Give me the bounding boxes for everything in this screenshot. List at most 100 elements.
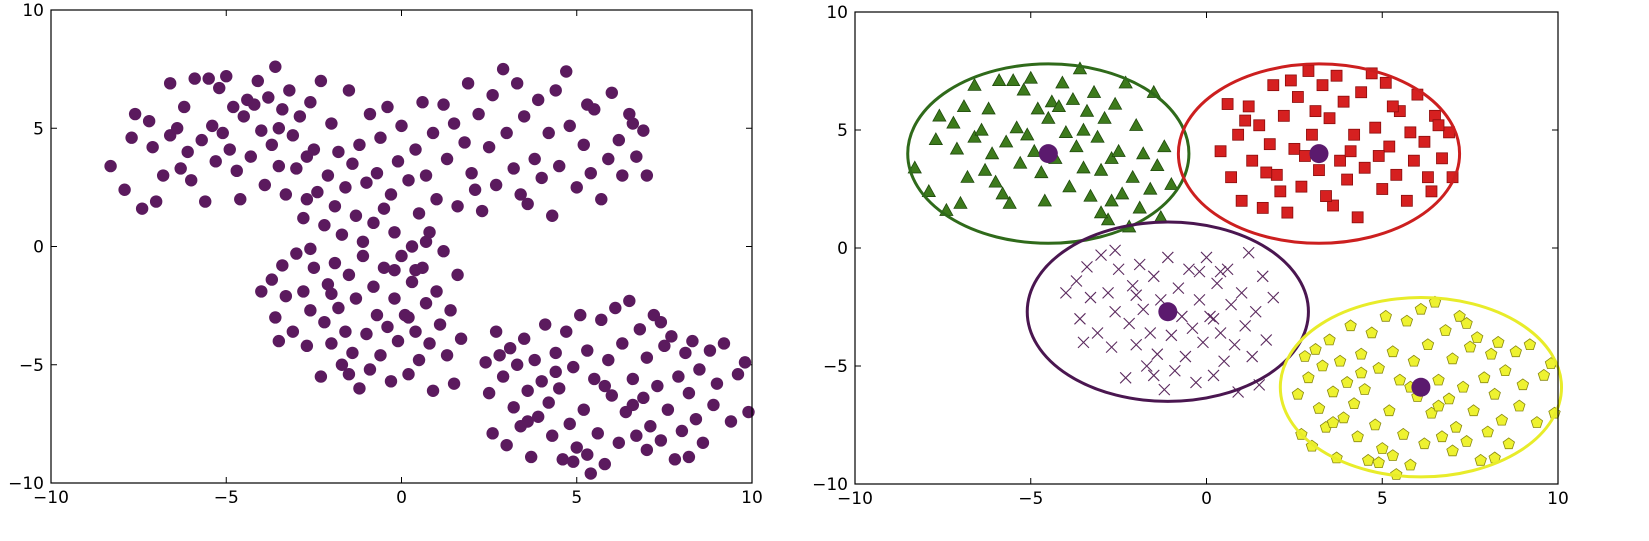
data-point-pentagon <box>1456 380 1470 393</box>
data-point-x <box>1112 263 1125 276</box>
data-point <box>325 337 338 350</box>
data-point <box>104 159 117 173</box>
data-point-triangle <box>1086 84 1102 98</box>
data-point <box>185 174 198 187</box>
y-tick-label: 0 <box>33 238 44 258</box>
data-point-x <box>1060 286 1072 299</box>
data-point-triangle <box>1076 160 1091 174</box>
data-point <box>598 379 611 393</box>
data-point <box>423 337 436 350</box>
data-point <box>640 443 654 457</box>
data-point-pentagon <box>1351 430 1364 443</box>
data-point-triangle <box>956 99 972 112</box>
data-point <box>570 181 583 194</box>
data-point <box>300 193 314 206</box>
data-point <box>567 455 580 468</box>
data-point <box>332 145 345 159</box>
data-point-pentagon <box>1449 420 1463 433</box>
y-tick-label: 5 <box>33 119 44 139</box>
data-point <box>177 100 191 114</box>
data-point-triangle <box>1013 155 1028 169</box>
data-point <box>307 261 321 274</box>
data-point-triangle <box>1041 110 1056 124</box>
data-point <box>707 398 720 412</box>
data-point <box>524 450 538 464</box>
data-point-triangle <box>946 115 961 129</box>
data-point-pentagon <box>1340 376 1354 388</box>
data-point <box>388 292 401 305</box>
cluster-ellipse <box>906 62 1191 245</box>
data-point <box>626 372 640 386</box>
data-point-x <box>1084 291 1097 304</box>
data-point-triangle <box>1093 162 1109 176</box>
data-point-triangle <box>1129 117 1144 131</box>
data-point <box>318 219 331 232</box>
data-point-x <box>1130 338 1143 351</box>
data-point-x <box>1172 282 1185 295</box>
data-point <box>349 209 363 222</box>
data-point-triangle <box>1062 179 1077 193</box>
data-point-pentagon <box>1442 392 1456 405</box>
data-point-x <box>1123 317 1136 330</box>
data-point-square <box>1253 119 1266 132</box>
data-point <box>598 457 611 471</box>
data-point <box>521 415 534 428</box>
data-point-pentagon <box>1523 338 1537 351</box>
data-point <box>384 188 398 201</box>
data-point-triangle <box>960 169 975 183</box>
data-point-pentagon <box>1488 387 1501 400</box>
data-point <box>202 72 215 85</box>
data-point <box>297 211 310 225</box>
data-point <box>374 349 387 362</box>
data-point-x <box>1102 286 1114 299</box>
data-point <box>423 226 436 239</box>
data-point <box>325 117 338 130</box>
data-point <box>549 84 562 97</box>
data-point <box>637 391 650 405</box>
data-point <box>654 315 668 329</box>
data-point-pentagon <box>1347 397 1361 410</box>
data-point <box>521 197 534 211</box>
data-point-pentagon <box>1407 354 1421 367</box>
data-point <box>356 249 370 263</box>
data-point <box>553 159 566 173</box>
plot-frame <box>50 9 753 484</box>
data-point-x <box>1218 355 1230 368</box>
cluster-centroid <box>1158 302 1178 322</box>
data-point-x <box>1168 364 1181 377</box>
data-point <box>486 88 499 102</box>
data-point <box>675 424 689 438</box>
data-point <box>353 138 366 152</box>
data-point-pentagon <box>1432 399 1445 412</box>
data-point-pentagon <box>1323 333 1336 346</box>
y-tick-label: −10 <box>812 475 848 495</box>
data-point <box>507 401 520 414</box>
data-point <box>577 403 590 416</box>
data-point-pentagon <box>1530 416 1544 428</box>
data-point-square <box>1284 74 1297 87</box>
data-point <box>581 344 594 357</box>
data-point-pentagon <box>1421 338 1435 351</box>
data-point-x <box>1126 279 1139 292</box>
data-point <box>454 332 468 345</box>
data-point <box>311 185 324 199</box>
data-point-triangle <box>1083 188 1098 202</box>
data-point <box>465 166 478 180</box>
data-point <box>489 325 503 338</box>
data-point <box>672 370 685 383</box>
data-point-pentagon <box>1372 456 1385 469</box>
data-point-pentagon <box>1478 371 1491 384</box>
data-point <box>395 119 408 133</box>
data-point <box>630 429 643 442</box>
data-point <box>686 334 699 348</box>
data-point-triangle <box>1136 146 1151 160</box>
data-point <box>560 325 573 338</box>
data-point <box>640 169 654 182</box>
data-point <box>335 228 349 241</box>
data-point <box>419 235 433 248</box>
data-point <box>234 193 247 206</box>
data-point-square <box>1407 154 1420 167</box>
data-point <box>276 103 289 116</box>
data-point-triangle <box>1065 91 1081 105</box>
data-point <box>279 188 293 201</box>
